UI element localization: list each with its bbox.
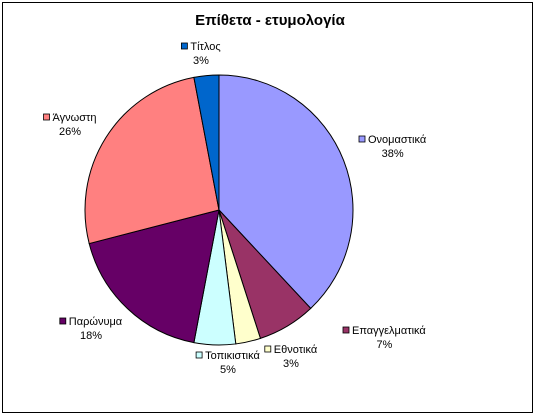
slice-label-value: 18%: [80, 330, 102, 342]
pie-slices: [84, 74, 354, 346]
slice-labels: Ονομαστικά 38% Επαγγελματικά 7% Εθνοτικά 3% Το…: [43, 41, 427, 376]
slice-label-5: Άγνωστη 26%: [43, 112, 97, 138]
chart-title: Επίθετα - ετυμολογία: [195, 12, 345, 29]
slice-label-name: Επαγγελματικά: [352, 325, 426, 337]
pie-chart: Επίθετα - ετυμολογία Ονομαστικά 38% Επαγγε…: [43, 12, 427, 376]
slice-label-value: 7%: [376, 339, 392, 351]
slice-label-name: Παρώνυμα: [69, 316, 123, 328]
slice-label-0: Ονομαστικά 38%: [358, 134, 427, 160]
legend-swatch: [180, 42, 188, 50]
legend-swatch: [264, 345, 272, 353]
slice-label-name: Ονομαστικά: [368, 134, 427, 146]
slice-label-1: Επαγγελματικά 7%: [342, 325, 426, 351]
pie-slice-0: [218, 74, 354, 310]
slice-label-2: Εθνοτικά 3%: [264, 344, 318, 370]
slice-label-value: 38%: [382, 148, 404, 160]
slice-label-name: Τοπικιστικά: [205, 350, 260, 362]
slice-label-6: Τίτλος 3%: [180, 41, 221, 67]
slice-label-name: Τίτλος: [190, 41, 220, 53]
legend-swatch: [43, 113, 50, 121]
legend-swatch: [342, 326, 350, 334]
slice-label-4: Παρώνυμα 18%: [59, 316, 123, 342]
slice-label-value: 3%: [193, 55, 209, 67]
slice-label-name: Άγνωστη: [53, 112, 97, 124]
pie-slice-6: [193, 74, 220, 211]
slice-label-value: 3%: [283, 358, 299, 370]
legend-swatch: [195, 351, 203, 359]
slice-label-value: 5%: [220, 364, 236, 376]
legend-swatch: [59, 317, 67, 325]
slice-label-3: Τοπικιστικά 5%: [195, 350, 260, 376]
slice-label-name: Εθνοτικά: [274, 344, 318, 356]
pie-slice-4: [88, 209, 220, 344]
slice-label-value: 26%: [59, 126, 81, 138]
legend-swatch: [358, 135, 366, 143]
pie-slice-5: [84, 76, 220, 245]
